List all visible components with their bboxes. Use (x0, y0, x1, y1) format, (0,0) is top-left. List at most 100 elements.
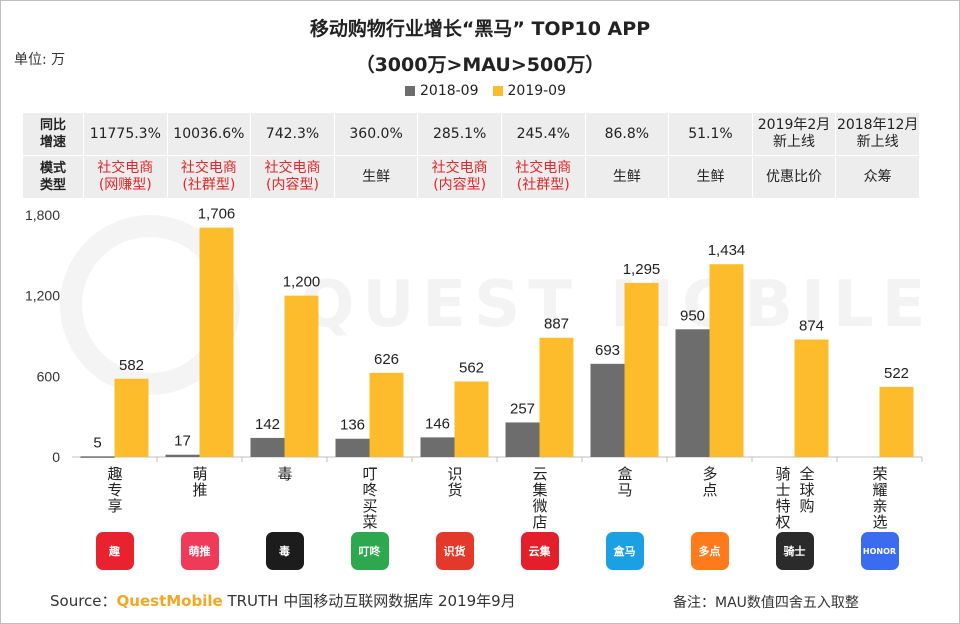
mode-header: 模式 类型 (22, 155, 84, 199)
value-label-2018: 136 (340, 417, 365, 434)
source-brand: QuestMobile (116, 592, 223, 610)
watermark-text: QUEST MOBILE (300, 268, 934, 342)
source-prefix: Source： (50, 592, 117, 610)
mode-row: 模式 类型 社交电商 (网赚型) 社交电商 (社群型) 社交电商 (内容型) 生鲜 社交电商 (内… (22, 155, 920, 199)
mode-cell: 社交电商 (社群型) (166, 155, 252, 199)
mode-cell: 社交电商 (内容型) (417, 155, 502, 199)
chart-title: 移动购物行业增长“黑马” TOP10 APP (309, 18, 651, 40)
value-label-2019: 887 (544, 316, 569, 333)
growth-cell: 360.0% (333, 112, 419, 156)
value-label-2018: 17 (174, 433, 191, 450)
category-label: 毒 (275, 466, 294, 482)
value-label-2018: 257 (510, 400, 535, 417)
bar-2018 (335, 438, 370, 457)
y-tick-label: 1,200 (25, 288, 60, 304)
value-label-2018: 5 (93, 434, 101, 451)
growth-row: 同比 增速 11775.3% 10036.6% 742.3% 360.0% 285.1% 2… (22, 112, 920, 156)
bar-2018 (505, 422, 540, 457)
y-tick-label: 0 (52, 449, 60, 465)
bar-2019 (369, 372, 404, 457)
qu-zhuanxiang-icon: 趣 (95, 532, 134, 570)
bar-2018 (80, 456, 115, 458)
category-label: 全球购 (797, 466, 816, 514)
legend-swatch-2018 (405, 86, 415, 96)
legend-item-2019: 2019-09 (492, 83, 567, 99)
bar-2019 (114, 378, 149, 457)
qishi-icon: 骑士 (775, 532, 814, 570)
growth-cell: 86.8% (584, 112, 670, 156)
value-label-2018: 950 (680, 307, 705, 324)
dingdong-icon: 叮咚 (350, 532, 389, 570)
bar-2019 (284, 295, 319, 457)
category-label: 萌推 (190, 466, 209, 498)
category-label: 荣耀亲选 (870, 466, 889, 530)
value-label-2019: 582 (119, 357, 144, 374)
bar-2019 (709, 264, 744, 457)
category-label: 多点 (700, 466, 719, 498)
unit-label: 单位: 万 (14, 52, 66, 68)
bar-2019 (624, 282, 659, 457)
bar-2018 (250, 437, 285, 457)
mode-cell: 众筹 (835, 155, 920, 199)
value-label-2019: 522 (884, 365, 909, 382)
y-tick-label: 1,800 (25, 207, 60, 223)
growth-cell: 10036.6% (166, 112, 252, 156)
mode-cell: 社交电商 (内容型) (250, 155, 335, 199)
footnote: 备注：MAU数值四舍五入取整 (673, 595, 859, 611)
value-label-2019: 1,200 (283, 274, 321, 291)
value-label-2019: 874 (799, 317, 824, 334)
mode-cell: 社交电商 (社群型) (500, 155, 586, 199)
y-tick-label: 600 (37, 368, 61, 384)
du-icon: 毒 (265, 532, 304, 570)
mengtui-icon: 萌推 (180, 532, 219, 570)
chart-subtitle: （3000万>MAU>500万） (355, 54, 605, 76)
category-label: 骑士特权 (773, 466, 792, 530)
growth-cell: 11775.3% (83, 112, 168, 156)
bar-2019 (199, 227, 234, 457)
growth-cell: 742.3% (250, 112, 335, 156)
growth-cell: 2018年12月 新上线 (835, 112, 920, 156)
growth-header: 同比 增速 (22, 112, 84, 156)
value-label-2019: 1,434 (708, 242, 746, 259)
hema-icon: 盒马 (605, 532, 644, 570)
mode-cell: 社交电商 (网赚型) (83, 155, 168, 199)
growth-cell: 245.4% (500, 112, 586, 156)
source-rest: TRUTH 中国移动互联网数据库 2019年9月 (222, 592, 516, 610)
bar-2018 (420, 437, 455, 457)
mode-cell: 优惠比价 (751, 155, 837, 199)
mode-cell: 生鲜 (584, 155, 670, 199)
value-label-2019: 626 (374, 351, 399, 368)
value-label-2018: 142 (255, 416, 280, 433)
category-label: 云集微店 (530, 466, 549, 530)
info-table: 同比 增速 11775.3% 10036.6% 742.3% 360.0% 285.1% 2… (22, 112, 920, 199)
bar-2018 (165, 454, 200, 457)
growth-cell: 51.1% (668, 112, 753, 156)
yunji-icon: 云集 (520, 532, 559, 570)
honor-icon: HONOR (860, 532, 899, 570)
mode-cell: 生鲜 (668, 155, 753, 199)
bar-2019 (454, 381, 489, 457)
bar-2019 (539, 337, 574, 457)
shihuo-icon: 识货 (435, 532, 474, 570)
value-label-2019: 562 (459, 359, 484, 376)
bar-2018 (590, 363, 625, 457)
value-label-2018: 146 (425, 415, 450, 432)
category-label: 盒马 (615, 466, 634, 498)
mode-cell: 生鲜 (333, 155, 419, 199)
source-note: Source：QuestMobile TRUTH 中国移动互联网数据库 2019… (50, 590, 516, 611)
duodian-icon: 多点 (690, 532, 729, 570)
legend: 2018-09 2019-09 (405, 83, 566, 99)
legend-item-2018: 2018-09 (405, 83, 479, 99)
legend-swatch-2019 (492, 86, 503, 96)
bar-2019 (794, 339, 829, 457)
legend-label-2019: 2019-09 (507, 83, 567, 99)
value-label-2018: 693 (595, 342, 620, 359)
category-label: 趣专享 (105, 466, 124, 514)
category-label: 叮咚买菜 (360, 466, 379, 530)
bar-2018 (675, 329, 710, 457)
value-label-2019: 1,706 (198, 206, 236, 223)
bar-2019 (879, 386, 914, 457)
value-label-2019: 1,295 (623, 261, 661, 278)
growth-cell: 2019年2月 新上线 (751, 112, 837, 156)
